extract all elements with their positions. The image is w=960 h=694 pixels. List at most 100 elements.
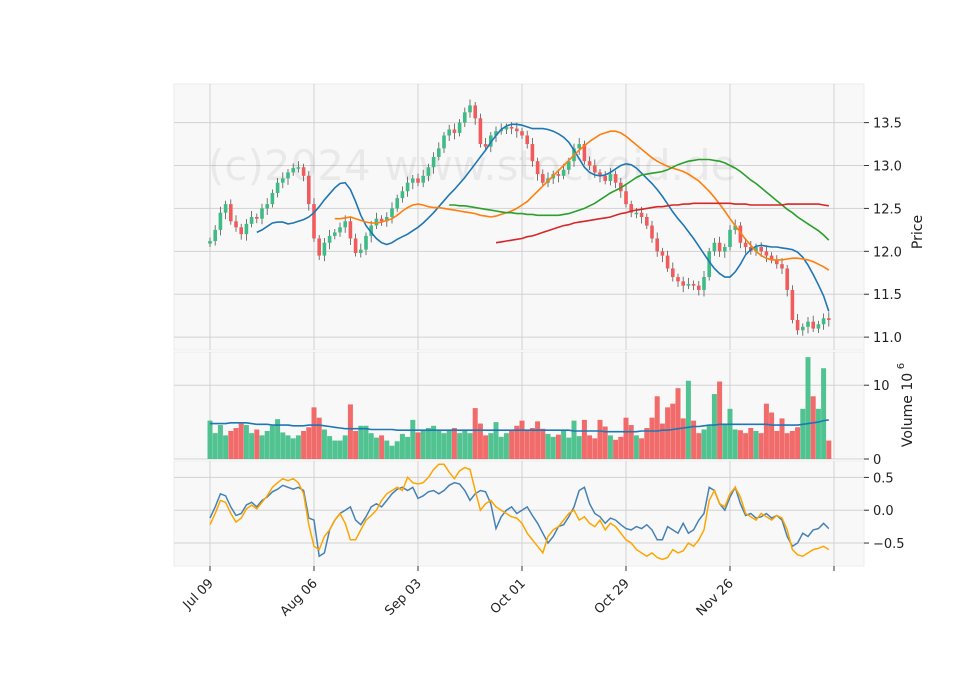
candle-up: [437, 148, 441, 157]
candle-up: [390, 208, 394, 217]
candle-up: [457, 122, 462, 133]
candle-down: [671, 268, 675, 278]
volume-bar: [472, 408, 478, 459]
volume-bar: [519, 420, 525, 459]
candle-down: [759, 247, 763, 252]
volume-bar: [337, 440, 343, 459]
candle-up: [728, 229, 732, 248]
candle-up: [281, 178, 285, 183]
price-tick-label: 12.0: [873, 245, 902, 260]
volume-bar: [425, 428, 431, 459]
candle-down: [312, 204, 316, 239]
volume-bar: [717, 381, 723, 459]
volume-bar: [269, 425, 275, 459]
candle-down: [525, 135, 529, 145]
volume-bar: [550, 436, 556, 459]
volume-bar: [399, 433, 405, 459]
volume-bar: [457, 433, 463, 459]
candle-up: [270, 192, 275, 205]
moving-average-line: [495, 202, 829, 244]
volume-bar: [675, 388, 681, 459]
volume-bar: [748, 428, 754, 459]
volume-tick-label: 10: [873, 379, 890, 394]
candle-up: [702, 277, 706, 290]
candle-up: [504, 126, 509, 130]
candle-down: [515, 128, 519, 132]
candle-up: [338, 227, 342, 233]
volume-bar: [321, 429, 327, 459]
candle-down: [478, 118, 483, 145]
candle-down: [379, 218, 384, 222]
price-tick-label: 11.0: [873, 331, 902, 346]
volume-bar: [789, 430, 795, 459]
price-axis-label: Price: [910, 215, 926, 249]
volume-bar: [763, 403, 769, 459]
volume-bar: [228, 430, 234, 459]
volume-axis-exponent: 6: [896, 363, 907, 369]
volume-bar: [696, 433, 702, 459]
volume-bar: [555, 434, 561, 459]
candle-down: [780, 264, 784, 269]
volume-bar: [290, 438, 296, 459]
volume-bar: [613, 439, 619, 459]
volume-bar: [254, 429, 260, 459]
candle-down: [234, 221, 238, 228]
volume-bar: [639, 438, 645, 459]
volume-bar: [571, 420, 577, 459]
volume-bar: [441, 433, 447, 459]
candle-down: [613, 174, 618, 183]
volume-bar: [212, 433, 218, 459]
volume-bar: [774, 430, 780, 459]
volume-bar: [826, 440, 832, 459]
candle-up: [821, 318, 826, 325]
candle-up: [291, 168, 295, 173]
candle-down: [645, 217, 649, 226]
candle-down: [307, 175, 311, 205]
candle-down: [483, 144, 488, 147]
oscillator-line: [209, 463, 830, 561]
candle-up: [296, 167, 301, 169]
candle-up: [249, 217, 254, 224]
candle-down: [764, 251, 769, 256]
candle-down: [520, 131, 524, 136]
volume-bar: [306, 427, 312, 459]
volume-bar: [722, 423, 728, 459]
volume-bar: [628, 425, 634, 459]
candle-up: [333, 232, 337, 236]
candle-down: [587, 161, 592, 166]
volume-bar: [566, 437, 572, 459]
volume-bar: [795, 427, 801, 459]
candle-down: [473, 105, 477, 119]
volume-bar: [711, 394, 717, 459]
volume-bar: [415, 432, 421, 459]
volume-bar: [363, 425, 369, 459]
x-tick-label: Jul 09: [180, 576, 217, 613]
volume-bar: [379, 435, 385, 459]
candle-up: [208, 241, 212, 244]
candle-down: [452, 129, 457, 133]
candle-down: [535, 161, 540, 175]
candle-down: [317, 238, 321, 256]
volume-bar: [753, 430, 759, 459]
volume-bar: [462, 430, 468, 459]
candle-down: [624, 191, 628, 205]
volume-series: [207, 357, 832, 459]
volume-bar: [821, 368, 827, 459]
volume-bar: [670, 403, 676, 459]
volume-bar: [342, 435, 348, 459]
candle-down: [353, 238, 358, 254]
candle-down: [541, 174, 545, 183]
volume-bar: [706, 425, 712, 459]
candle-down: [660, 251, 665, 256]
oscillator-series: [209, 463, 830, 561]
volume-bar: [332, 440, 338, 459]
oscillator-tick-label: 0.0: [873, 504, 894, 519]
volume-bar: [633, 435, 639, 459]
candle-down: [603, 175, 607, 181]
moving-average-line: [449, 158, 830, 241]
candle-down: [229, 204, 233, 222]
volume-bar: [301, 430, 307, 459]
candle-up: [286, 172, 290, 179]
oscillator-line: [209, 481, 830, 558]
volume-bar: [259, 435, 265, 459]
